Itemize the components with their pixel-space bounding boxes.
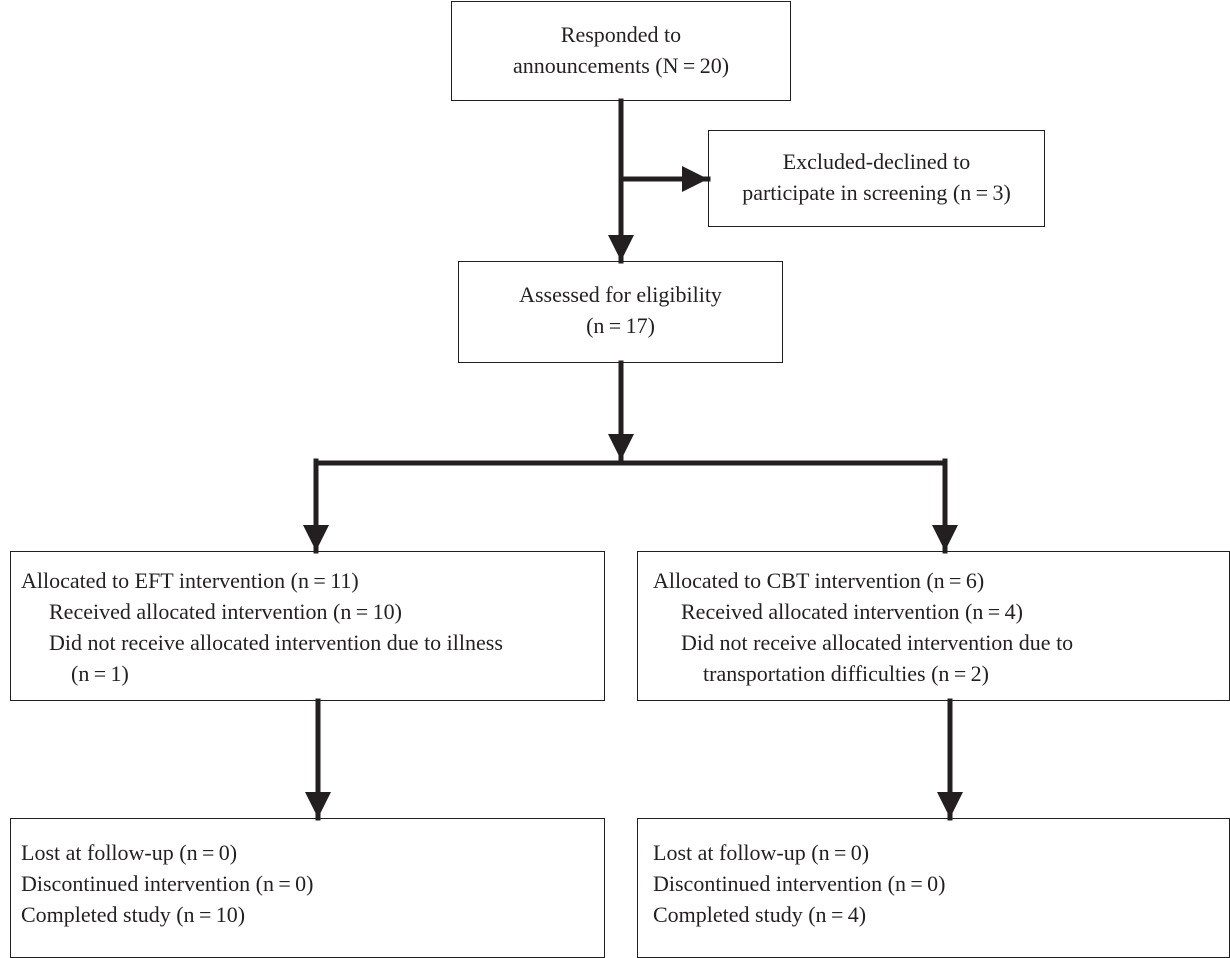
node-responded: Responded to announcements (N = 20) — [451, 1, 791, 101]
node-cbt-line-3: Did not receive allocated intervention d… — [681, 630, 1074, 655]
node-cbt-followup: Lost at follow-up (n = 0) Discontinued i… — [637, 818, 1230, 958]
node-responded-line-1: Responded to — [560, 22, 682, 47]
node-assessed-line-2: (n = 17) — [586, 313, 655, 338]
node-cbt-line-2: Received allocated intervention (n = 4) — [681, 599, 1023, 624]
node-cbt-followup-line-1: Lost at follow-up (n = 0) — [653, 840, 870, 865]
node-cbt-followup-line-3: Completed study (n = 4) — [653, 902, 867, 927]
node-cbt-allocation: Allocated to CBT intervention (n = 6) Re… — [637, 551, 1230, 701]
node-eft-allocation: Allocated to EFT intervention (n = 11) R… — [10, 551, 605, 701]
node-cbt-line-1: Allocated to CBT intervention (n = 6) — [653, 568, 985, 593]
node-eft-followup-line-1: Lost at follow-up (n = 0) — [21, 840, 238, 865]
node-eft-line-1: Allocated to EFT intervention (n = 11) — [21, 568, 359, 593]
node-excluded-line-2: participate in screening (n = 3) — [742, 180, 1011, 205]
node-cbt-followup-line-2: Discontinued intervention (n = 0) — [653, 871, 946, 896]
node-eft-line-4: (n = 1) — [71, 661, 129, 686]
node-eft-line-2: Received allocated intervention (n = 10) — [49, 599, 402, 624]
node-assessed-line-1: Assessed for eligibility — [519, 282, 722, 307]
node-excluded-line-1: Excluded-declined to — [782, 149, 971, 174]
node-eft-line-3: Did not receive allocated intervention d… — [49, 630, 503, 655]
node-excluded: Excluded-declined to participate in scre… — [708, 130, 1045, 227]
node-eft-followup-line-3: Completed study (n = 10) — [21, 902, 246, 927]
node-cbt-line-4: transportation difficulties (n = 2) — [703, 661, 989, 686]
node-eft-followup-line-2: Discontinued intervention (n = 0) — [21, 871, 314, 896]
node-eft-followup: Lost at follow-up (n = 0) Discontinued i… — [10, 818, 605, 958]
node-responded-line-2: announcements (N = 20) — [512, 53, 730, 78]
